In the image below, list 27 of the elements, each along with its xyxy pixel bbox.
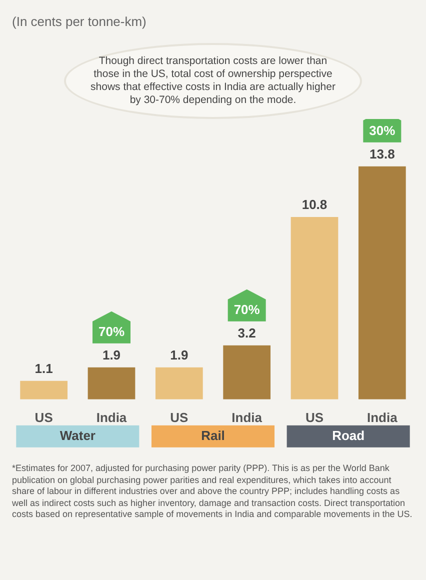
text: 30% <box>369 122 396 138</box>
x-tick-label: India <box>96 410 128 425</box>
bar <box>88 367 136 400</box>
annotation: 70% <box>98 324 125 339</box>
bar <box>20 380 68 400</box>
text: *Estimates for 2007, adjusted for purchasing power parity (PPP). This is as per the World Bank publication on global purchasing power parities and real expenditures, which takes into account share of labour in different industries over and above the country PPP; includes handling costs as well as indirect costs such as higher inventory, damage and transaction costs. Direct transportation costs based on representative sample of movements in India and comparable movements in the US. <box>12 463 414 520</box>
data-label: 1.9 <box>102 347 121 362</box>
bar <box>290 217 338 400</box>
annotation: 70% <box>234 302 260 317</box>
x-tick-label: India <box>232 410 263 425</box>
data-label: 3.2 <box>238 325 256 340</box>
x-tick-label: India <box>366 410 398 425</box>
text: Water <box>60 428 96 443</box>
data-label: 1.1 <box>34 360 53 376</box>
x-tick-label: US <box>305 410 324 425</box>
data-label: 10.8 <box>302 197 328 212</box>
chart-subtitle: (In cents per tonne-km) <box>12 14 148 29</box>
bar <box>223 345 271 400</box>
text: Road <box>332 428 365 443</box>
text: Though direct transportation costs are lower than those in the US, total cost of ownership perspective shows that effective costs in India are actually higher by 30-70% depending on the mode. <box>64 43 362 119</box>
x-tick-label: US <box>34 410 54 425</box>
data-label: 1.9 <box>170 347 188 362</box>
data-label: 13.8 <box>370 146 395 162</box>
bar <box>358 166 406 400</box>
bar <box>155 367 203 400</box>
x-tick-label: US <box>170 410 189 425</box>
text: Rail <box>201 428 225 443</box>
